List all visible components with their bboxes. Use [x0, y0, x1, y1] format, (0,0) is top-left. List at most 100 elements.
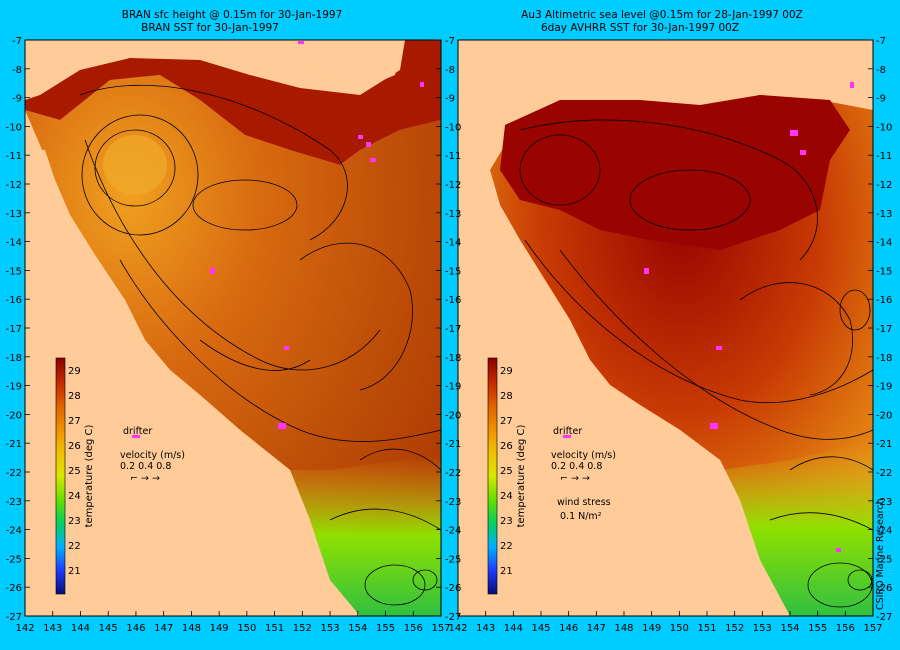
left-x-tick-label: 148 — [182, 623, 201, 634]
left-legend: drifter velocity (m/s) 0.2 0.4 0.8 ⌐ → → — [120, 426, 185, 484]
right-y-tick-label: -23 — [876, 497, 892, 508]
left-inner-y-tick-label: -25 — [445, 554, 461, 565]
right-x-axis: 142 143 144 145 146 147 148 149 150 151 152 153 154 1… — [448, 611, 883, 634]
left-y-tick-label: -20 — [6, 410, 22, 421]
right-x-tick-label: 147 — [587, 623, 606, 634]
left-inner-y-tick-label: -14 — [445, 238, 461, 249]
right-x-tick-label: 157 — [863, 623, 882, 634]
right-sea-level-contours — [519, 119, 874, 608]
right-colorbar-tick: 23 — [500, 516, 513, 527]
left-velocity-scale: 0.2 0.4 0.8 — [120, 461, 171, 472]
right-colorbar-tick: 29 — [500, 366, 513, 377]
right-y-axis: -7 -8 -9 -10 -11 -12 -13 -14 -15 -16 -17 -18 -19 -20 -… — [868, 36, 892, 623]
left-x-tick-label: 142 — [15, 623, 34, 634]
left-inner-y-tick-label: -27 — [445, 612, 461, 623]
left-x-tick-label: 150 — [237, 623, 256, 634]
left-title-line1: BRAN sfc height @ 0.15m for 30-Jan-1997 — [122, 9, 343, 21]
right-title-line1: Au3 Altimetric sea level @0.15m for 28-J… — [521, 9, 803, 21]
left-inner-y-tick-label: -12 — [445, 180, 461, 191]
right-colorbar-scale — [487, 357, 498, 595]
left-colorbar-tick: 27 — [68, 416, 81, 427]
left-colorbar-tick: 23 — [68, 516, 81, 527]
right-colorbar-tick: 21 — [500, 566, 513, 577]
left-map-panel — [25, 40, 442, 616]
right-y-tick-label: -17 — [876, 324, 892, 335]
right-colorbar-tick: 26 — [500, 441, 513, 452]
right-drifter-label: drifter — [553, 426, 582, 437]
left-x-tick-label: 147 — [154, 623, 173, 634]
left-inner-y-tick-label: -7 — [445, 36, 455, 47]
left-y-tick-label: -22 — [6, 468, 22, 479]
right-y-tick-label: -12 — [876, 180, 892, 191]
left-south-cool-water — [280, 455, 441, 616]
left-inner-y-tick-label: -22 — [445, 468, 461, 479]
left-colorbar: 29 28 27 26 25 24 23 22 21 temperature (deg C) — [55, 357, 95, 595]
right-y-tick-label: -16 — [876, 295, 892, 306]
right-x-tick-label: 143 — [476, 623, 495, 634]
right-y-tick-label: -18 — [876, 353, 892, 364]
left-y-tick-label: -15 — [6, 266, 22, 277]
left-y-tick-label: -12 — [6, 180, 22, 191]
left-y-tick-label: -9 — [12, 94, 22, 105]
left-x-tick-label: 154 — [348, 623, 367, 634]
left-velocity-label: velocity (m/s) — [120, 450, 185, 461]
left-inner-y-tick-label: -10 — [445, 122, 461, 133]
left-sea-level-contours — [79, 84, 442, 606]
left-inner-y-tick-label: -17 — [445, 324, 461, 335]
left-y-tick-label: -13 — [6, 209, 22, 220]
right-north-hot-water — [500, 95, 850, 250]
left-y-tick-label: -24 — [6, 526, 22, 537]
left-inner-y-tick-label: -16 — [445, 295, 461, 306]
left-inner-y-tick-label: -21 — [445, 439, 461, 450]
right-velocity-arrows: ⌐ → → — [560, 473, 590, 484]
right-y-tick-label: -24 — [876, 526, 892, 537]
left-north-warm-band — [25, 40, 441, 165]
right-colorbar-tick: 22 — [500, 541, 513, 552]
left-y-tick-label: -23 — [6, 497, 22, 508]
right-wind-scale: 0.1 N/m² — [560, 511, 602, 522]
left-velocity-arrows: ⌐ → → — [130, 473, 160, 484]
left-colorbar-scale — [55, 357, 66, 595]
right-x-tick-label: 148 — [614, 623, 633, 634]
right-wind-label: wind stress — [557, 497, 611, 508]
left-x-axis: 142 143 144 145 146 147 148 149 150 151 152 153 154 1… — [15, 611, 451, 634]
left-inner-y-tick-label: -13 — [445, 209, 461, 220]
left-y-tick-label: -17 — [6, 324, 22, 335]
right-south-cool-water — [720, 440, 873, 616]
left-y-tick-label: -10 — [6, 122, 22, 133]
left-inner-y-tick-label: -18 — [445, 353, 461, 364]
left-colorbar-tick: 29 — [68, 366, 81, 377]
right-y-tick-label: -10 — [876, 122, 892, 133]
left-inner-y-tick-label: -8 — [445, 65, 455, 76]
right-x-tick-label: 154 — [780, 623, 799, 634]
left-inner-y-tick-label: -20 — [445, 410, 461, 421]
left-queensland-land — [25, 150, 360, 616]
left-colorbar-tick: 26 — [68, 441, 81, 452]
right-y-tick-label: -8 — [876, 65, 886, 76]
right-colorbar-tick: 27 — [500, 416, 513, 427]
right-new-guinea-land — [540, 40, 873, 95]
left-colorbar-tick: 24 — [68, 491, 81, 502]
left-x-tick-label: 145 — [99, 623, 118, 634]
left-x-tick-label: 152 — [293, 623, 312, 634]
right-x-tick-label: 151 — [697, 623, 716, 634]
left-new-guinea-land — [120, 40, 441, 90]
left-x-tick-label: 146 — [126, 623, 145, 634]
right-y-tick-label: -14 — [876, 238, 892, 249]
right-y-tick-label: -13 — [876, 209, 892, 220]
right-y-tick-label: -19 — [876, 382, 892, 393]
left-inner-y-tick-label: -9 — [445, 94, 455, 105]
right-y-tick-label: -25 — [876, 554, 892, 565]
left-x-tick-label: 156 — [404, 623, 423, 634]
left-y-axis: -7 -8 -9 -10 -11 -12 -13 -14 -15 -16 -17 -18 -19 -20 -… — [6, 36, 462, 623]
left-inner-y-tick-label: -26 — [445, 583, 461, 594]
left-y-tick-label: -16 — [6, 295, 22, 306]
left-title-line2: BRAN SST for 30-Jan-1997 — [141, 22, 279, 34]
right-y-tick-label: -26 — [876, 583, 892, 594]
left-inner-y-tick-label: -23 — [445, 497, 461, 508]
left-y-tick-label: -7 — [12, 36, 22, 47]
right-x-tick-label: 150 — [670, 623, 689, 634]
left-colorbar-label: temperature (deg C) — [84, 424, 95, 527]
left-x-tick-label: 151 — [265, 623, 284, 634]
left-inner-y-tick-label: -19 — [445, 382, 461, 393]
